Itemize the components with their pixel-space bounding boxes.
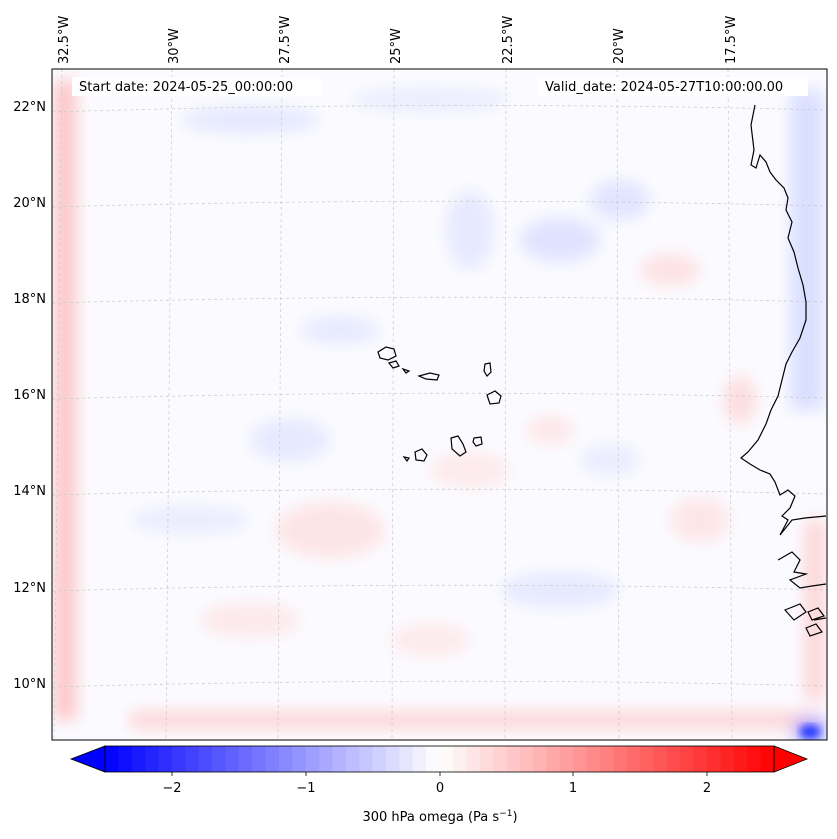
colorbar-ticks	[171, 772, 708, 776]
colorbar-tick-neg1: −1	[296, 781, 315, 796]
map-frame	[51, 68, 828, 741]
colorbar-label-close: )	[512, 810, 517, 825]
colorbar-step	[305, 746, 320, 772]
colorbar-step	[158, 746, 173, 772]
colorbar-steps	[105, 746, 775, 772]
start-date-box	[72, 77, 322, 96]
colorbar-step	[145, 746, 160, 772]
colorbar-step	[238, 746, 253, 772]
lon-label-20w: 20°W	[612, 28, 627, 64]
colorbar-step	[452, 746, 467, 772]
colorbar-step	[559, 746, 574, 772]
lon-label-30w: 30°W	[167, 28, 182, 64]
colorbar-step	[626, 746, 641, 772]
colorbar-step	[185, 746, 200, 772]
colorbar-step	[640, 746, 655, 772]
cape-verde-islands	[377, 346, 502, 463]
lat-label-20n: 20°N	[13, 196, 46, 211]
colorbar-step	[319, 746, 334, 772]
lat-label-22n: 22°N	[13, 100, 46, 115]
colorbar-step	[278, 746, 293, 772]
colorbar-step	[131, 746, 146, 772]
colorbar-step	[653, 746, 668, 772]
colorbar-step	[198, 746, 213, 772]
colorbar-max-extend	[773, 745, 809, 773]
lat-label-18n: 18°N	[13, 292, 46, 307]
colorbar-step	[466, 746, 481, 772]
lat-label-14n: 14°N	[13, 484, 46, 499]
colorbar-step	[586, 746, 601, 772]
colorbar-tick-neg2: −2	[162, 781, 181, 796]
colorbar-step	[519, 746, 534, 772]
colorbar-step	[707, 746, 722, 772]
colorbar-step	[493, 746, 507, 772]
colorbar-step	[372, 746, 387, 772]
colorbar: −2 −1 0 1 2 300 hPa omega (Pa s−1)	[69, 745, 809, 825]
lat-label-10n: 10°N	[13, 677, 46, 692]
lon-label-25w: 25°W	[389, 28, 404, 64]
colorbar-step	[747, 746, 762, 772]
valid-date-label: Valid_date: 2024-05-27T10:00:00.00	[545, 80, 783, 95]
colorbar-step	[693, 746, 708, 772]
colorbar-step	[666, 746, 681, 772]
colorbar-label-main: 300 hPa omega (Pa s	[362, 810, 499, 825]
colorbar-step	[426, 746, 441, 772]
colorbar-step	[118, 746, 133, 772]
colorbar-step	[399, 746, 414, 772]
colorbar-step	[439, 746, 454, 772]
lon-label-22-5w: 22.5°W	[501, 16, 516, 64]
colorbar-step	[546, 746, 561, 772]
colorbar-step	[600, 746, 615, 772]
colorbar-tick-0: 0	[436, 781, 444, 796]
graticule	[52, 69, 827, 740]
colorbar-step	[385, 746, 400, 772]
colorbar-step	[345, 746, 360, 772]
lat-label-16n: 16°N	[13, 388, 46, 403]
colorbar-step	[733, 746, 748, 772]
colorbar-step	[613, 746, 628, 772]
lat-label-12n: 12°N	[13, 581, 46, 596]
colorbar-tick-1: 1	[569, 781, 577, 796]
lon-label-17-5w: 17.5°W	[724, 16, 739, 64]
colorbar-step	[171, 746, 186, 772]
colorbar-step	[412, 746, 427, 772]
start-date-label: Start date: 2024-05-25_00:00:00	[79, 80, 293, 95]
colorbar-label-sup: −1	[499, 809, 512, 819]
colorbar-step	[533, 746, 548, 772]
colorbar-step	[212, 746, 227, 772]
colorbar-step	[359, 746, 374, 772]
lon-label-27-5w: 27.5°W	[278, 16, 293, 64]
colorbar-step	[479, 746, 494, 772]
colorbar-step	[265, 746, 280, 772]
valid-date-box	[538, 77, 808, 96]
colorbar-tick-2: 2	[703, 781, 711, 796]
colorbar-step	[680, 746, 695, 772]
colorbar-step	[506, 746, 521, 772]
coastlines	[740, 104, 827, 637]
colorbar-step	[252, 746, 267, 772]
colorbar-step	[720, 746, 735, 772]
colorbar-step	[105, 746, 119, 772]
lon-label-32-5w: 32.5°W	[57, 16, 72, 64]
colorbar-step	[225, 746, 240, 772]
colorbar-step	[760, 746, 775, 772]
colorbar-step	[573, 746, 588, 772]
colorbar-step	[332, 746, 347, 772]
colorbar-frame	[104, 745, 775, 773]
colorbar-min-extend	[69, 745, 106, 773]
colorbar-step	[292, 746, 307, 772]
colorbar-label: 300 hPa omega (Pa s−1)	[362, 809, 517, 825]
